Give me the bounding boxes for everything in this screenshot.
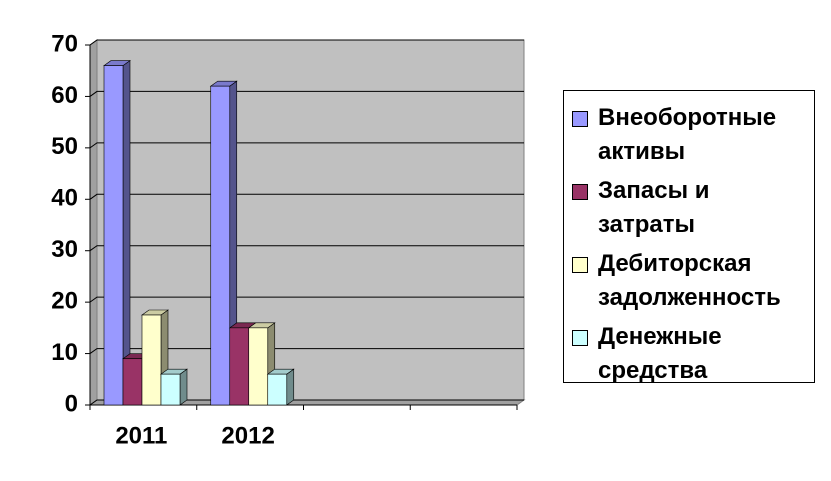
legend-swatch <box>572 184 588 200</box>
x-tick-label: 2011 <box>115 422 167 449</box>
legend-swatch <box>572 111 588 127</box>
y-tick-label: 20 <box>51 287 78 314</box>
grid-line <box>89 245 524 252</box>
legend-label: Дебиторская задолженность <box>598 250 781 311</box>
grid-line <box>89 193 524 200</box>
bar <box>103 59 131 406</box>
side-wall <box>89 39 98 406</box>
legend-entry: Внеоборотные активы <box>564 101 814 174</box>
legend-label: Внеоборотные активы <box>598 104 777 165</box>
grid-line <box>89 348 524 354</box>
legend-label: Денежные средства <box>598 323 722 384</box>
legend-swatch <box>572 330 588 346</box>
y-tick-label: 60 <box>51 82 78 109</box>
legend-swatch <box>572 257 588 273</box>
grid-line <box>89 399 524 406</box>
y-tick-label: 0 <box>65 390 78 417</box>
y-tick-label: 50 <box>51 133 78 160</box>
legend-entry: Дебиторская задолженность <box>564 247 814 320</box>
grid-line <box>89 90 524 97</box>
bar <box>266 368 295 406</box>
y-tick-label: 10 <box>51 339 78 366</box>
legend: Внеоборотные активы Запасы и затраты Дебит… <box>563 90 815 384</box>
x-tick-label: 2012 <box>221 422 274 449</box>
y-tick-label: 40 <box>51 185 78 212</box>
grid-line <box>89 142 524 149</box>
y-tick-label: 70 <box>51 30 78 57</box>
legend-entry: Запасы и затраты <box>564 174 814 247</box>
grid-line <box>89 39 524 46</box>
legend-entry: Денежные средства <box>564 320 814 393</box>
y-tick-label: 30 <box>51 236 78 263</box>
legend-label: Запасы и затраты <box>598 177 710 238</box>
grid-line <box>89 296 524 303</box>
bar <box>160 368 188 406</box>
